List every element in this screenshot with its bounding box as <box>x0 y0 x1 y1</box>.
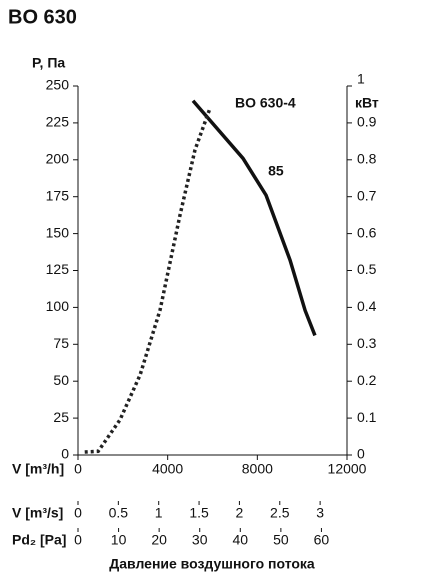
x3ticks-label: 50 <box>273 532 289 548</box>
x3ticks-label: 60 <box>314 532 330 548</box>
y2-tick-label: 0.3 <box>357 335 377 351</box>
series-label: BO 630-4 <box>235 94 296 110</box>
y-tick-label: 175 <box>46 187 70 203</box>
y2-tick-label: 0.5 <box>357 261 377 277</box>
x3ticks-label: 20 <box>151 532 167 548</box>
chart-title: BO 630 <box>8 6 77 28</box>
y-tick-label: 125 <box>46 261 70 277</box>
y-tick-label: 100 <box>46 298 70 314</box>
series-line <box>191 99 317 337</box>
y2-tick-label: 0.1 <box>357 409 377 425</box>
y2-tick-label: 0.9 <box>357 114 377 130</box>
y2-tick-label: 0.2 <box>357 372 377 388</box>
x3-axis-label: Pd₂ [Pa] <box>12 532 66 548</box>
y-tick-label: 50 <box>53 372 69 388</box>
y2-tick-label: 0.6 <box>357 224 377 240</box>
x-tick-label: 0 <box>74 461 82 477</box>
y-tick-label: 225 <box>46 114 70 130</box>
x-tick-label: 8000 <box>242 461 273 477</box>
x2ticks-label: 2 <box>236 505 244 521</box>
annotation: 85 <box>268 162 284 178</box>
y-tick-label: 0 <box>61 446 69 462</box>
y2-axis-label: кВт <box>355 95 379 111</box>
x-axis-label: V [m³/h] <box>12 461 64 477</box>
y2-tick-label: 0 <box>357 446 365 462</box>
x2ticks-label: 3 <box>316 505 324 521</box>
y2-tick-label: 0.8 <box>357 151 377 167</box>
x2ticks-label: 0.5 <box>109 505 129 521</box>
y-tick-label: 250 <box>46 77 70 93</box>
x3ticks-label: 0 <box>74 532 82 548</box>
x2ticks-label: 0 <box>74 505 82 521</box>
x2ticks-label: 2.5 <box>270 505 290 521</box>
y-tick-label: 75 <box>53 335 69 351</box>
y-tick-label: 200 <box>46 151 70 167</box>
x-tick-label: 12000 <box>328 461 367 477</box>
y-axis-label: P, Па <box>32 55 65 71</box>
y2-tick-label: 0.7 <box>357 187 377 203</box>
x-tick-label: 4000 <box>152 461 183 477</box>
x2-axis-label: V [m³/s] <box>12 505 63 521</box>
x3ticks-label: 30 <box>192 532 208 548</box>
y2-tick-label: 1 <box>357 71 365 87</box>
series-line <box>84 107 212 454</box>
x3ticks-label: 40 <box>233 532 249 548</box>
x3ticks-label: 10 <box>111 532 127 548</box>
y-tick-label: 25 <box>53 409 69 425</box>
x2ticks-label: 1.5 <box>189 505 209 521</box>
caption: Давление воздушного потока <box>109 556 315 572</box>
y-tick-label: 150 <box>46 224 70 240</box>
y2-tick-label: 0.4 <box>357 298 377 314</box>
x2ticks-label: 1 <box>155 505 163 521</box>
